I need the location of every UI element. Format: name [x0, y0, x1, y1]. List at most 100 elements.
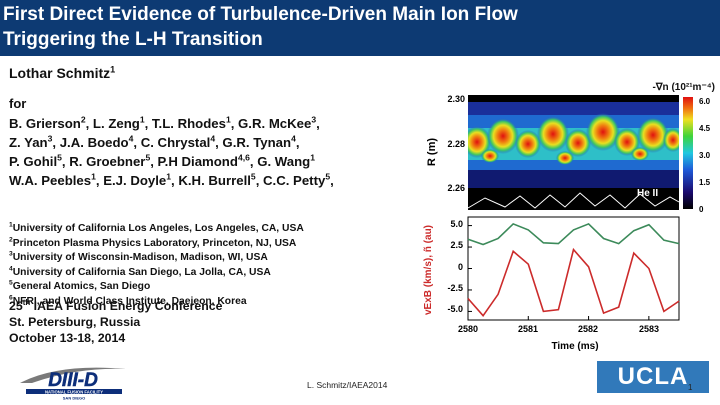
line-ytick: 0 [458, 262, 463, 272]
affiliation-text: NFRI, and World Class Institute, Daejeon… [12, 295, 247, 307]
coauthor-line: B. Grierson2, L. Zeng1, T.L. Rhodes1, G.… [9, 114, 334, 133]
conference-dates: October 13-18, 2014 [9, 331, 126, 345]
heatmap-title: -∇n (10²¹m⁻⁴) [653, 82, 715, 93]
slide-title-line-2: Triggering the L-H Transition [3, 29, 263, 50]
coauthor-name: , [295, 135, 300, 150]
results-figure: -∇n (10²¹m⁻⁴) He II 2.30 2.28 2.26 R (m)… [423, 82, 715, 352]
conference-info: 25th IAEA Fusion Energy Conference St. P… [9, 298, 222, 346]
heatmap-plot: He II [467, 95, 680, 210]
coauthor-affil-sup: 3 [311, 114, 317, 125]
coauthor-name: Z. Yan [9, 135, 48, 150]
heatmap-band-low [468, 168, 679, 188]
line-plot: 5.0 2.5 0 -2.5 -5.0 2580 2581 2582 2583 … [423, 216, 680, 352]
affiliation-sup: 1 [9, 221, 13, 229]
diiid-logo-main: DIII-D [48, 370, 98, 391]
coauthor-affil-sup: 4 [291, 133, 296, 144]
heatmap-blob [637, 117, 669, 153]
line-ytick: -5.0 [447, 304, 463, 314]
affiliation-item: 2Princeton Plasma Physics Laboratory, Pr… [9, 236, 304, 252]
title-bar: First Direct Evidence of Turbulence-Driv… [0, 0, 720, 56]
coauthor-name: , E.J. Doyle [95, 173, 167, 188]
coauthor-affil-sup: 1 [91, 171, 96, 182]
coauthor-list: B. Grierson2, L. Zeng1, T.L. Rhodes1, G.… [9, 114, 334, 190]
coauthor-name: , G. Wang [249, 154, 311, 169]
affiliation-sup: 5 [9, 279, 13, 287]
heatmap-blob [487, 118, 519, 154]
conference-city: St. Petersburg, Russia [9, 315, 141, 329]
footer-text: L. Schmitz/IAEA2014 [307, 380, 388, 390]
heatmap-ytick: 2.26 [447, 183, 465, 193]
diiid-swoosh [20, 367, 126, 383]
line-xtick: 2583 [639, 324, 659, 334]
coauthor-affil-sup: 1 [139, 114, 145, 125]
line-plot-ytick-marks [468, 225, 472, 312]
vexb-series-line [467, 247, 680, 317]
coauthor-name: W.A. Peebles [9, 173, 92, 188]
line-plot-xtick-marks [467, 316, 650, 320]
line-xtick: 2580 [458, 324, 478, 334]
conference-ordinal-sup: th [22, 297, 31, 307]
heatmap-cells [468, 102, 679, 188]
coauthor-affil-sup: 1 [310, 152, 315, 163]
heatmap-blob [537, 116, 569, 152]
coauthor-affil-sup: 4,6 [237, 152, 250, 163]
diiid-subtitle-bar [26, 389, 122, 394]
coauthor-affil-sup: 5 [57, 152, 62, 163]
density-series-line [467, 222, 680, 246]
ucla-logo: UCLA [597, 361, 709, 393]
affiliation-list: 1University of California Los Angeles, L… [9, 222, 304, 310]
line-ytick: 2.5 [450, 240, 463, 250]
coauthor-affil-sup: 1 [225, 114, 231, 125]
for-label: for [9, 96, 27, 111]
coauthor-name: , [330, 173, 334, 188]
coauthor-name: P. Gohil [9, 154, 58, 169]
coauthor-name: , R. Groebner [61, 154, 146, 169]
heatmap-blob [481, 149, 499, 163]
coauthor-name: B. Grierson [9, 116, 81, 131]
line-xtick: 2582 [578, 324, 598, 334]
affiliation-text: Princeton Plasma Physics Laboratory, Pri… [12, 237, 297, 249]
coauthor-name: , T.L. Rhodes [144, 116, 226, 131]
coauthor-name: , C.C. Petty [255, 173, 326, 188]
heatmap-ytick: 2.30 [447, 94, 465, 104]
presenter-name-text: Lothar Schmitz [9, 65, 111, 81]
coauthor-affil-sup: 1 [166, 171, 172, 182]
coauthor-name: , K.H. Burrell [171, 173, 251, 188]
colorbar-scale [683, 97, 693, 209]
coauthor-name: , [316, 116, 320, 131]
diiid-logo: DIII-D NATIONAL FUSION FACILITY SAN DIEG… [20, 367, 126, 401]
heatmap-ytick: 2.28 [447, 139, 465, 149]
coauthor-affil-sup: 5 [145, 152, 151, 163]
affiliation-sup: 4 [9, 265, 13, 273]
conference-name: 25th IAEA Fusion Energy Conference [9, 298, 222, 314]
line-xtick: 2581 [518, 324, 538, 334]
heatmap-blob [565, 129, 591, 157]
slide-title: First Direct Evidence of Turbulence-Driv… [3, 2, 603, 52]
he-ii-trace [467, 192, 680, 209]
heatmap-blob [663, 128, 679, 152]
coauthor-line: P. Gohil5, R. Groebner5, P.H Diamond4,6,… [9, 152, 334, 171]
affiliation-sup: 2 [9, 236, 13, 244]
colorbar-tick: 4.5 [699, 124, 711, 133]
page-number: 1 [688, 383, 693, 392]
affiliation-item: 3University of Wisconsin-Madison, Madiso… [9, 251, 304, 266]
affiliation-item: 6NFRI, and World Class Institute, Daejeo… [9, 295, 304, 310]
diiid-logo-sub1: NATIONAL FUSION FACILITY [45, 389, 103, 394]
line-ytick: 5.0 [450, 219, 463, 229]
affiliation-text: General Atomics, San Diego [12, 281, 151, 293]
conference-title: IAEA Fusion Energy Conference [30, 299, 223, 313]
heatmap-blob [631, 147, 649, 161]
presenter-name: Lothar Schmitz1 [9, 65, 115, 81]
affiliation-text: University of California Los Angeles, Lo… [12, 223, 304, 234]
coauthor-name: , G.R. McKee [230, 116, 312, 131]
coauthor-line: Z. Yan3, J.A. Boedo4, C. Chrystal4, G.R.… [9, 133, 334, 152]
conference-ordinal: 25 [9, 299, 23, 313]
heatmap-blob [556, 151, 574, 165]
affiliation-item: 1University of California Los Angeles, L… [9, 222, 304, 237]
coauthor-name: , G.R. Tynan [215, 135, 292, 150]
affiliation-sup: 6 [9, 294, 13, 302]
heatmap-blobs [468, 113, 679, 165]
coauthor-name: , C. Chrystal [133, 135, 211, 150]
coauthor-affil-sup: 4 [210, 133, 216, 144]
affiliation-text: University of Wisconsin-Madison, Madison… [12, 252, 268, 264]
